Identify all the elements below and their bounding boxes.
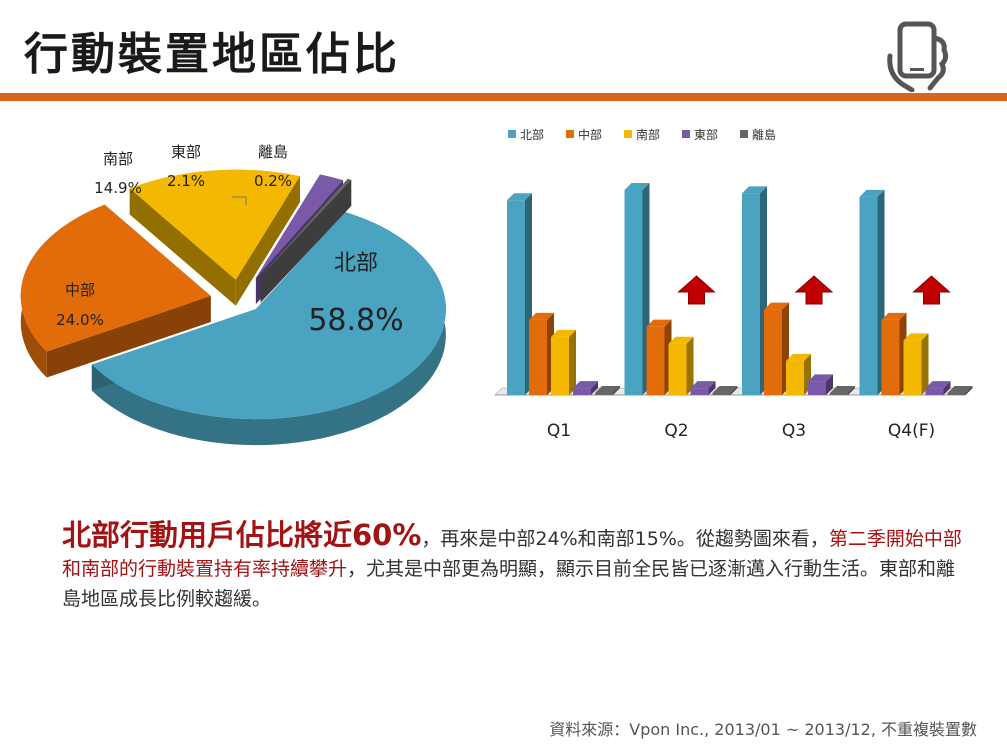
bar-1-4 [712,386,738,395]
pie-label-0: 北部 [334,251,378,276]
pie-label-2: 南部 [103,150,133,168]
bar-1-0 [624,183,650,395]
legend-swatch-3 [682,130,690,138]
pie-value-2: 14.9% [94,179,142,197]
pie-value-1: 24.0% [56,311,104,329]
bar-2-0 [742,186,767,395]
pie-label-1: 中部 [65,281,95,299]
pie-slice-1 [20,204,211,378]
x-tick-2: Q3 [782,421,806,441]
bar-3-4 [947,386,973,395]
legend-label-2: 南部 [636,127,660,142]
summary-paragraph: 北部行動用戶佔比將近60%，再來是中部24%和南部15%。從趨勢圖來看，第二季開… [62,520,962,614]
x-tick-1: Q2 [664,421,688,441]
summary-text-2: ，尤其是中部更為明顯，顯示目前全民皆已逐漸邁入行動生活。東部和離島地區成長比例較… [62,558,956,610]
legend-label-3: 東部 [694,127,718,142]
x-tick-0: Q1 [547,421,571,441]
bar-3-2 [903,333,929,395]
bar-0-4 [595,386,620,395]
legend-swatch-0 [508,130,516,138]
legend-label-1: 中部 [578,127,602,142]
bar-0-1 [529,312,554,395]
up-arrow-icon [794,275,834,305]
bar-1-2 [668,336,694,395]
page-title: 行動裝置地區佔比 [24,29,400,80]
up-arrow-icon [912,275,951,305]
pie-value-0: 58.8% [308,303,403,338]
pie-label-4: 離島 [258,143,288,161]
pie-value-4: 0.2% [254,172,292,190]
up-arrow-icon [677,275,716,305]
bar-3-3 [925,381,951,395]
legend-swatch-1 [566,130,574,138]
pie-slice-2 [129,169,300,306]
pie-slice-4 [260,178,352,303]
bar-0-0 [507,193,532,395]
smartphone-hand-icon [887,21,949,92]
summary-text-1: ，再來是中部24%和南部15%。從趨勢圖來看， [421,528,829,550]
bar-0-3 [573,381,598,395]
bar-2-1 [764,302,789,395]
legend-swatch-2 [624,130,632,138]
legend-swatch-4 [740,130,748,138]
bar-2-2 [786,353,811,395]
bar-0-2 [551,329,576,395]
bar-2-3 [808,374,833,395]
legend-label-4: 離島 [752,127,776,142]
x-tick-3: Q4(F) [888,421,935,441]
bar-3-0 [859,189,885,395]
title-divider [0,93,1007,101]
pie-chart: 北部 58.8% 中部 24.0% 南部 14.9% 東部 2.1% 離島 0.2% [20,143,446,446]
pie-leader-line [232,196,247,205]
bar-chart: 北部 中部 南部 東部 離島 Q1 Q2 Q3 Q4(F) [494,127,973,441]
source-note: 資料來源：Vpon Inc., 2013/01 ~ 2013/12, 不重複裝置… [549,720,977,739]
legend-label-0: 北部 [520,127,544,142]
summary-highlight: 第二季開始中部和南部的行動裝置持有率持續攀升 [62,528,962,580]
bar-3-1 [881,312,907,395]
summary-lead: 北部行動用戶佔比將近60% [62,518,422,552]
pie-slice-0 [91,212,446,446]
bar-1-3 [690,381,716,395]
pie-value-3: 2.1% [167,172,205,190]
bar-1-1 [646,319,672,395]
pie-label-3: 東部 [171,143,201,161]
bar-2-4 [830,386,855,395]
